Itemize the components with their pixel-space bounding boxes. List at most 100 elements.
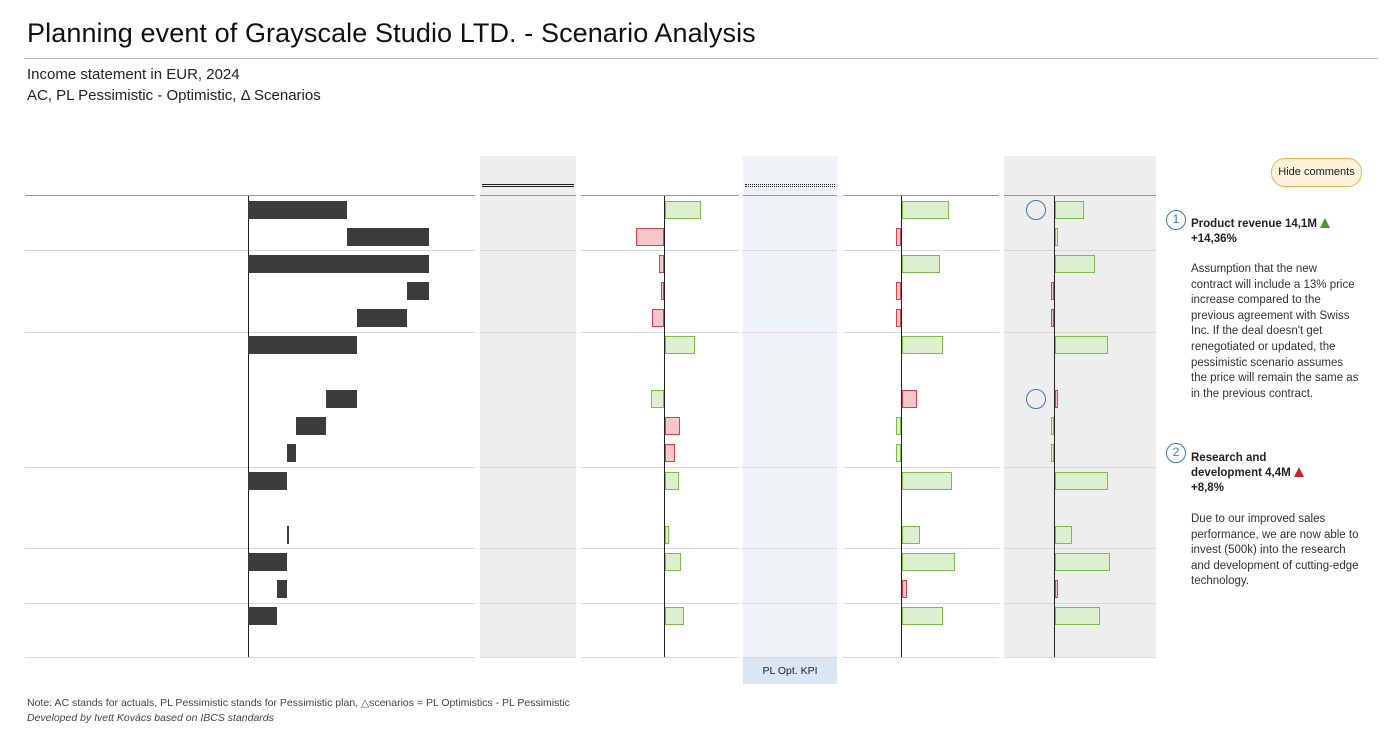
row-separator [581, 602, 739, 604]
row-separator [843, 656, 999, 658]
row-separator [743, 331, 837, 333]
scenario-delta-bar [1055, 471, 1109, 490]
trend-up-icon [1320, 218, 1331, 228]
ac-bar [276, 579, 288, 598]
ac-bar [248, 200, 347, 219]
row-separator [743, 250, 837, 252]
hide-comments-button[interactable]: Hide comments [1271, 158, 1362, 187]
pl-optimistic-delta-bar [902, 607, 944, 626]
pl-optimistic-delta-bar [896, 417, 901, 436]
ac-bar [248, 471, 288, 490]
ac-bar [346, 227, 429, 246]
pl-optimistic-delta-bar [896, 281, 901, 300]
scenario-delta-bar [1055, 336, 1109, 355]
ac-bar [407, 281, 429, 300]
axis-d-pess [664, 196, 665, 657]
row-separator [581, 467, 739, 468]
row-separator [480, 548, 576, 550]
pl-pessimistic-delta-bar [665, 607, 684, 626]
row-separator [480, 602, 576, 604]
row-separator [480, 467, 576, 468]
scenario-delta-bar [1051, 444, 1054, 463]
pl-optimistic-delta-bar [902, 579, 907, 598]
comment-marker-2[interactable]: 2 [1166, 443, 1186, 463]
header-rule [743, 195, 837, 196]
row-separator [843, 602, 999, 604]
comment-2-title-2: development 4,4M [1191, 467, 1291, 479]
scenario-delta-bar [1051, 281, 1054, 300]
pl-pessimistic-delta-bar [665, 336, 695, 355]
comment-marker-1[interactable]: 1 [1166, 210, 1186, 230]
scenario-delta-bar [1055, 390, 1058, 409]
column-background-pl-pess [480, 156, 576, 657]
row-separator [843, 331, 999, 333]
title-divider [24, 58, 1378, 59]
row-separator [25, 602, 475, 604]
comment-2-change: +8,8% [1191, 482, 1224, 494]
scenario-delta-bar [1055, 525, 1072, 544]
row-separator [843, 250, 999, 252]
row-separator [480, 250, 576, 252]
scenario-delta-bar [1055, 227, 1058, 246]
row-separator [743, 467, 837, 468]
scenario-delta-bar [1055, 607, 1101, 626]
scenario-delta-bar [1055, 200, 1085, 219]
scenario-comment-marker-1[interactable] [1026, 199, 1046, 220]
pl-optimistic-delta-bar [896, 444, 901, 463]
pl-optimistic-delta-bar [902, 200, 950, 219]
comment-2-title: Research and [1191, 452, 1267, 464]
footer-credit: Developed by Ivett Kovács based on IBCS … [27, 712, 274, 724]
scenario-delta-bar [1055, 579, 1058, 598]
row-separator [843, 548, 999, 550]
row-separator [843, 467, 999, 468]
pl-optimistic-delta-bar [902, 471, 952, 490]
scenario-delta-bar [1055, 552, 1111, 571]
pl-pessimistic-delta-bar [665, 552, 682, 571]
ac-bar [248, 552, 288, 571]
axis-ac [248, 196, 249, 657]
header-rule [1004, 195, 1156, 196]
row-separator [25, 467, 475, 468]
pl-pessimistic-delta-bar [665, 417, 681, 436]
row-separator [581, 548, 739, 550]
row-separator [581, 656, 739, 658]
row-separator [581, 250, 739, 252]
page-subtitle: Income statement in EUR, 2024 [27, 66, 240, 83]
comment-2-text: Due to our improved sales performance, w… [1191, 513, 1359, 588]
page-title: Planning event of Grayscale Studio LTD. … [27, 18, 756, 48]
pl-optimistic-delta-bar [902, 254, 940, 273]
comment-1-change: +14,36% [1191, 233, 1237, 245]
comment-2-heading: development 4,4M [1191, 466, 1304, 481]
pl-pessimistic-delta-bar [665, 471, 680, 490]
ac-bar [248, 607, 277, 626]
pl-optimistic-delta-bar [896, 227, 901, 246]
comment-1-title: Product revenue 14,1M [1191, 218, 1317, 230]
scenario-delta-bar [1051, 417, 1054, 436]
row-separator [480, 656, 576, 658]
pl-optimistic-delta-bar [896, 308, 901, 327]
header-rule [480, 195, 576, 196]
comment-1-text: Assumption that the new contract will in… [1191, 263, 1359, 400]
header-underline-pl-optimistic [745, 184, 835, 187]
ac-bar [248, 336, 358, 355]
row-separator [1004, 331, 1156, 333]
pl-pessimistic-delta-bar [665, 525, 669, 544]
row-separator [480, 331, 576, 333]
header-rule [581, 195, 739, 196]
row-separator [25, 250, 475, 252]
column-background-pl-opt [743, 156, 837, 657]
comment-1-heading: Product revenue 14,1M [1191, 217, 1331, 232]
row-separator [25, 331, 475, 333]
axis-d-opt [901, 196, 902, 657]
header-underline-pl-pessimistic [482, 184, 574, 187]
row-separator [581, 331, 739, 333]
pl-optimistic-delta-bar [902, 390, 918, 409]
ac-bar [326, 390, 357, 409]
trend-up-icon [1293, 467, 1304, 477]
scenario-comment-marker-2[interactable] [1026, 389, 1046, 410]
pl-pessimistic-delta-bar [650, 390, 664, 409]
footer-note: Note: AC stands for actuals, PL Pessimis… [27, 697, 570, 709]
pl-pessimistic-delta-bar [665, 200, 701, 219]
ac-bar [357, 308, 408, 327]
